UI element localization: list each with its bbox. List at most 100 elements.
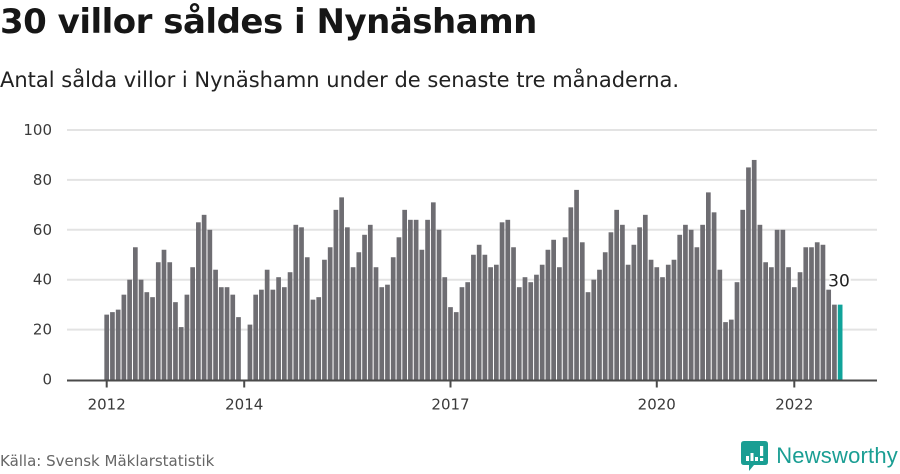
- bar: [683, 224, 688, 380]
- brand-logo: Newsworthy: [741, 441, 898, 471]
- bar: [551, 239, 556, 380]
- bar: [637, 227, 642, 380]
- bar: [453, 312, 459, 380]
- bar: [436, 229, 442, 380]
- bar: [167, 262, 173, 380]
- bar: [155, 262, 161, 380]
- bar: [608, 232, 614, 380]
- bar: [774, 229, 780, 380]
- bar: [482, 254, 488, 380]
- bar: [121, 294, 127, 380]
- bar: [763, 262, 768, 380]
- bar: [614, 209, 620, 380]
- bar: [413, 219, 419, 380]
- bar: [832, 304, 837, 380]
- bar: [694, 247, 700, 380]
- y-tick-label: 20: [33, 321, 52, 339]
- bar: [270, 289, 276, 380]
- bar: [465, 282, 471, 380]
- bar: [597, 269, 602, 380]
- bar: [327, 247, 333, 380]
- y-tick-label: 80: [33, 171, 52, 189]
- bar-chart: 0 20 40 60 80 100 30 2012 2014 2017 2020 2022: [0, 110, 900, 420]
- bar: [287, 272, 293, 380]
- x-tick-label: 2012: [88, 396, 126, 414]
- bar: [562, 237, 568, 380]
- bar: [528, 282, 534, 380]
- bar: [642, 214, 648, 380]
- bar: [333, 209, 339, 380]
- bar: [579, 242, 585, 380]
- bar: [419, 249, 425, 380]
- source-note: Källa: Svensk Mäklarstatistik: [0, 452, 215, 470]
- bar: [797, 272, 803, 380]
- chart-plot-area: 0 20 40 60 80 100 30 2012 2014 2017 2020 2022: [23, 121, 877, 414]
- bar: [396, 237, 402, 380]
- bar: [780, 229, 786, 380]
- bar: [178, 327, 184, 380]
- bar: [293, 224, 299, 380]
- y-tick-label: 40: [33, 271, 52, 289]
- bar: [660, 277, 665, 380]
- bar: [207, 229, 213, 380]
- bar: [539, 264, 545, 380]
- bar: [591, 279, 597, 380]
- x-tick-label: 2020: [638, 396, 676, 414]
- bar: [522, 277, 528, 380]
- bar: [190, 267, 195, 380]
- bar: [545, 249, 551, 380]
- bar: [299, 227, 304, 380]
- chart-subtitle: Antal sålda villor i Nynäshamn under de …: [0, 68, 680, 92]
- bar: [654, 267, 660, 380]
- bar: [201, 214, 207, 380]
- bar: [803, 247, 809, 380]
- bar: [425, 219, 430, 380]
- bar: [218, 287, 224, 380]
- bar: [356, 252, 362, 380]
- bar: [717, 269, 723, 380]
- bar: [740, 209, 746, 380]
- bar: [316, 297, 322, 380]
- bar: [677, 234, 683, 380]
- bar: [150, 297, 155, 380]
- bar: [728, 319, 734, 380]
- bar: [493, 264, 499, 380]
- bar: [339, 197, 344, 380]
- brand-name: Newsworthy: [776, 443, 898, 468]
- bar: [379, 287, 385, 380]
- bar: [700, 224, 705, 380]
- bar-highlight: [837, 304, 843, 380]
- bar: [402, 209, 408, 380]
- bar: [826, 289, 832, 380]
- bar: [236, 317, 241, 380]
- bar: [809, 247, 814, 380]
- bar: [459, 287, 465, 380]
- bar: [253, 294, 259, 380]
- bar: [757, 224, 763, 380]
- bar: [350, 267, 356, 380]
- bar: [196, 222, 201, 380]
- bar: [488, 267, 493, 380]
- bar: [734, 282, 740, 380]
- bar: [110, 312, 115, 380]
- bar: [625, 264, 631, 380]
- x-tick-label: 2017: [431, 396, 469, 414]
- bar: [304, 257, 310, 380]
- bar: [471, 254, 476, 380]
- bar: [310, 299, 316, 380]
- bar: [247, 324, 253, 380]
- newsworthy-logo-icon: [741, 441, 769, 471]
- bar: [706, 192, 711, 380]
- bar: [568, 207, 574, 380]
- bar: [769, 267, 774, 380]
- bar: [665, 264, 671, 380]
- bar: [264, 269, 270, 380]
- bar: [230, 294, 236, 380]
- bar: [259, 289, 264, 380]
- bar: [746, 167, 751, 380]
- bar: [711, 212, 717, 380]
- bar: [631, 244, 637, 380]
- bar: [224, 287, 230, 380]
- bar: [516, 287, 522, 380]
- bar: [385, 284, 390, 380]
